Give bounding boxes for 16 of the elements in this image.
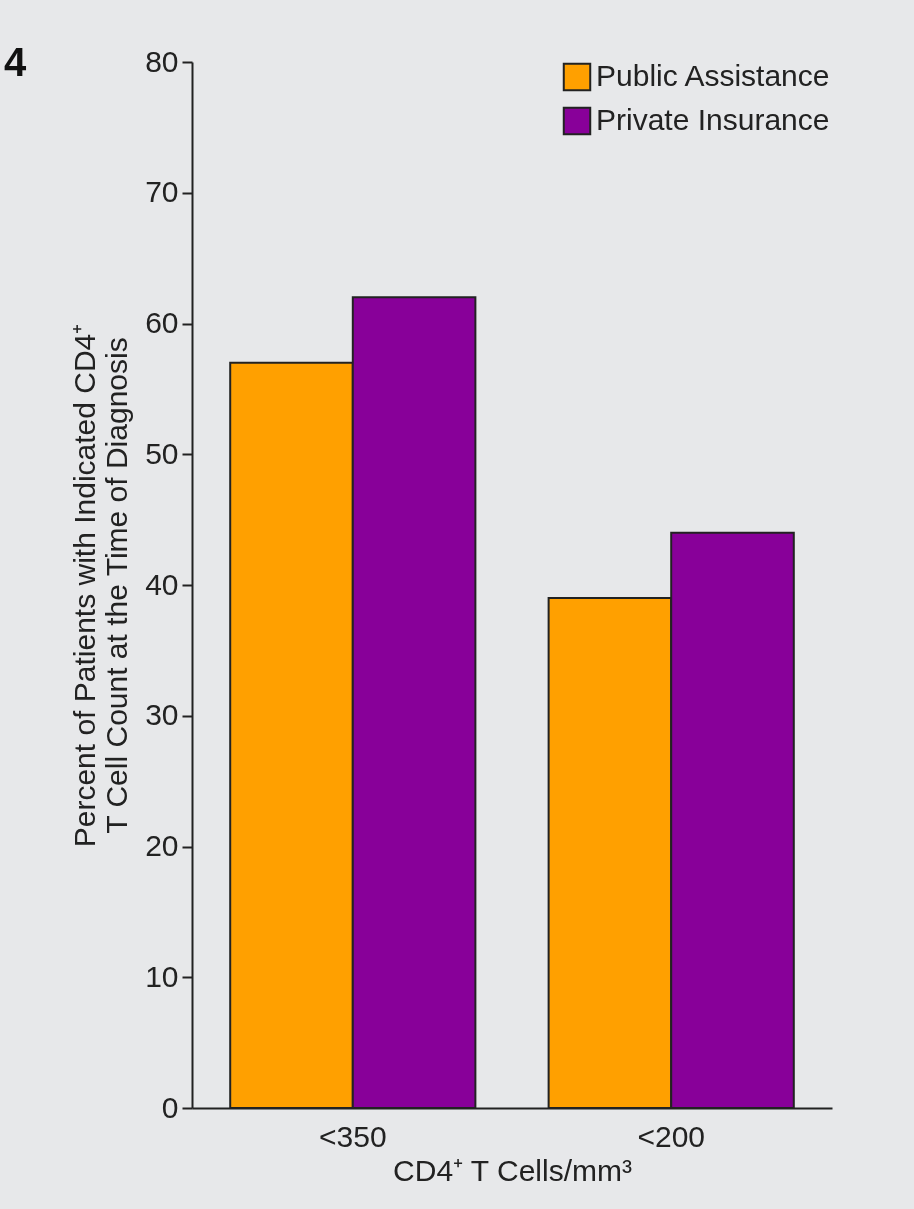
legend-label: Private Insurance [596, 103, 830, 136]
y-tick-label: 70 [145, 175, 179, 209]
y-tick-label: 0 [161, 1090, 179, 1124]
y-tick-label: 60 [145, 306, 179, 339]
x-tick-label: <200 [637, 1119, 705, 1153]
y-axis-title: Percent of Patients with Indicated CD4⁺ T Cell Count at the Time of Diagnosis [68, 323, 134, 848]
y-tick-label: 20 [145, 829, 179, 862]
y-tick-label: 30 [145, 698, 179, 732]
y-tick-label: 40 [145, 567, 179, 601]
x-axis-title: CD4⁺ T Cells/mm³ [393, 1153, 632, 1187]
x-tick-label: <350 [319, 1119, 387, 1153]
legend-label: Public Assistance [596, 59, 830, 92]
y-tick-label: 50 [145, 436, 179, 470]
y-tick-label: 10 [145, 959, 179, 993]
y-tick-label: 80 [145, 44, 179, 78]
text: 4 [4, 40, 27, 85]
